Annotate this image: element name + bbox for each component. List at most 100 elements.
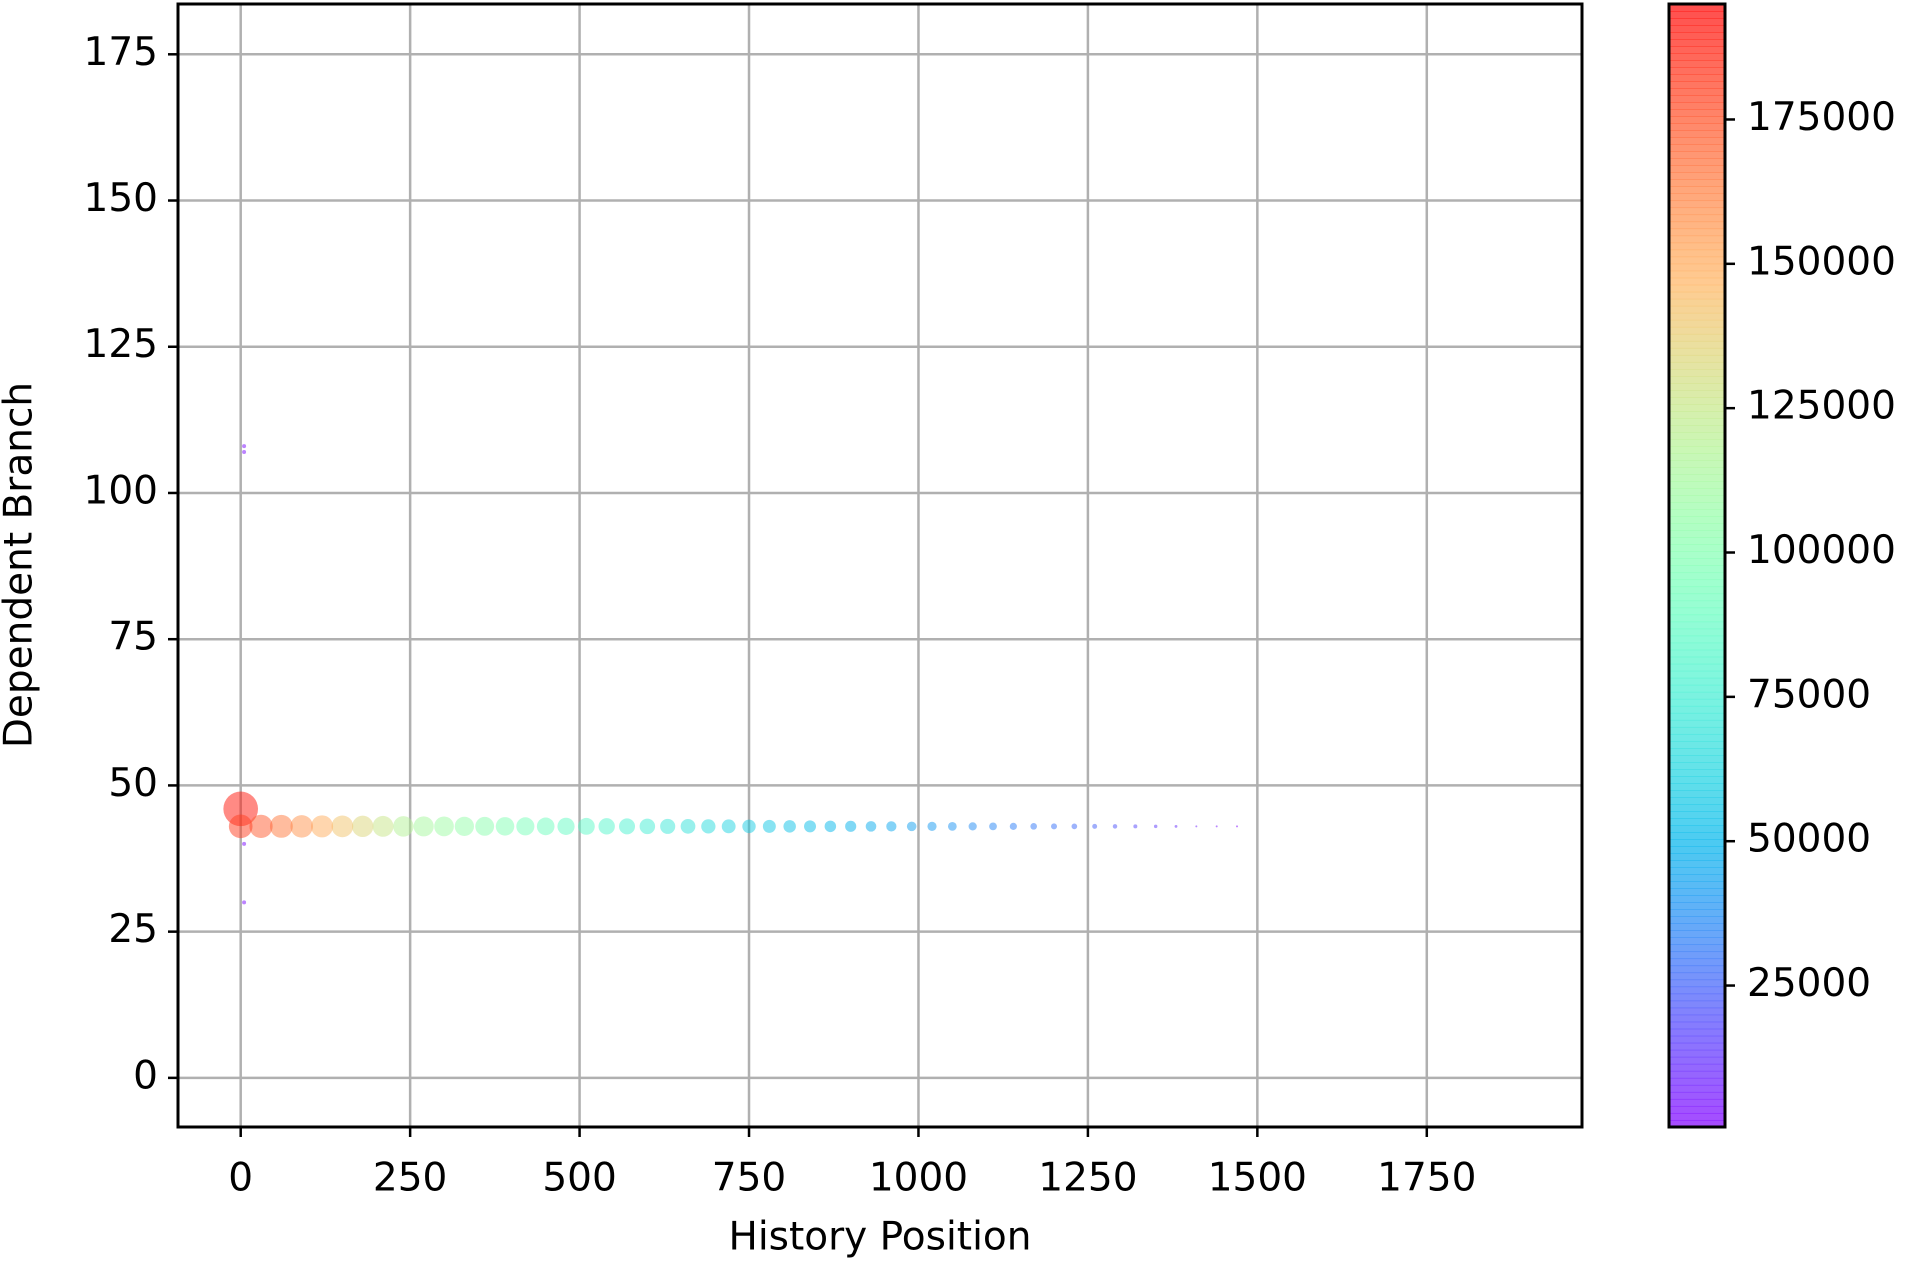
point bbox=[352, 815, 374, 838]
point bbox=[639, 818, 656, 835]
point bbox=[516, 817, 535, 836]
colorbar-swatch bbox=[1669, 165, 1725, 173]
colorbar-swatch bbox=[1669, 755, 1725, 763]
x-tick-label: 1500 bbox=[1208, 1156, 1307, 1201]
y-axis-label: Dependent Branch bbox=[0, 382, 42, 748]
colorbar-swatch bbox=[1669, 172, 1725, 180]
y-tick-label: 175 bbox=[84, 30, 158, 75]
colorbar-swatch bbox=[1669, 972, 1725, 981]
colorbar-swatch bbox=[1669, 509, 1725, 517]
colorbar-swatch bbox=[1669, 600, 1725, 609]
point bbox=[947, 822, 957, 831]
colorbar-swatch bbox=[1669, 663, 1725, 672]
colorbar-swatch bbox=[1669, 193, 1725, 202]
colorbar-swatch bbox=[1669, 102, 1725, 110]
point bbox=[742, 819, 756, 834]
colorbar-swatch bbox=[1669, 228, 1725, 237]
point bbox=[701, 819, 716, 834]
colorbar-swatch bbox=[1669, 1000, 1725, 1009]
colorbar-swatch bbox=[1669, 719, 1725, 728]
point bbox=[495, 817, 515, 836]
colorbar-swatch bbox=[1669, 867, 1725, 875]
colorbar-swatch bbox=[1669, 67, 1725, 75]
point bbox=[989, 822, 997, 831]
colorbar-swatch bbox=[1669, 305, 1725, 314]
colorbar-swatch bbox=[1669, 670, 1725, 679]
colorbar-tick-label: 50000 bbox=[1747, 817, 1871, 862]
colorbar-swatch bbox=[1669, 979, 1725, 988]
point bbox=[804, 820, 817, 833]
colorbar-swatch bbox=[1669, 1028, 1725, 1037]
colorbar-swatch bbox=[1669, 839, 1725, 847]
colorbar-swatch bbox=[1669, 523, 1725, 531]
colorbar-swatch bbox=[1669, 747, 1725, 756]
colorbar-tick-label: 150000 bbox=[1747, 239, 1896, 284]
colorbar-swatch bbox=[1669, 1035, 1725, 1044]
point bbox=[242, 450, 247, 455]
colorbar-swatch bbox=[1669, 375, 1725, 384]
point bbox=[475, 816, 495, 836]
colorbar-swatch bbox=[1669, 116, 1725, 124]
colorbar-swatch bbox=[1669, 881, 1725, 889]
colorbar-swatch bbox=[1669, 368, 1725, 377]
colorbar-swatch bbox=[1669, 474, 1725, 482]
colorbar-swatch bbox=[1669, 769, 1725, 777]
colorbar-swatch bbox=[1669, 383, 1725, 391]
point bbox=[783, 820, 796, 833]
y-tick-label: 125 bbox=[84, 322, 158, 367]
point bbox=[242, 900, 247, 905]
point bbox=[1051, 823, 1058, 830]
point bbox=[1071, 823, 1078, 830]
colorbar-swatch bbox=[1669, 572, 1725, 581]
colorbar-swatch bbox=[1669, 677, 1725, 686]
colorbar-tick-label: 100000 bbox=[1747, 528, 1896, 573]
colorbar-swatch bbox=[1669, 726, 1725, 735]
colorbar-swatch bbox=[1669, 425, 1725, 433]
point bbox=[413, 816, 434, 837]
x-tick-label: 1250 bbox=[1038, 1156, 1137, 1201]
colorbar-swatch bbox=[1669, 586, 1725, 595]
colorbar-swatch bbox=[1669, 32, 1725, 40]
colorbar-swatch bbox=[1669, 937, 1725, 946]
colorbar-swatch bbox=[1669, 530, 1725, 538]
x-tick-label: 500 bbox=[542, 1156, 616, 1201]
colorbar-swatch bbox=[1669, 544, 1725, 552]
colorbar-swatch bbox=[1669, 291, 1725, 300]
colorbar-swatch bbox=[1669, 705, 1725, 714]
point bbox=[680, 819, 696, 834]
point bbox=[536, 817, 555, 836]
x-tick-label: 1000 bbox=[869, 1156, 968, 1201]
colorbar-swatch bbox=[1669, 832, 1725, 840]
colorbar-swatch bbox=[1669, 874, 1725, 882]
colorbar-swatch bbox=[1669, 1021, 1725, 1030]
point bbox=[660, 818, 676, 834]
colorbar-swatch bbox=[1669, 944, 1725, 953]
colorbar-swatch bbox=[1669, 888, 1725, 896]
point bbox=[906, 821, 917, 832]
colorbar-swatch bbox=[1669, 25, 1725, 33]
point bbox=[223, 791, 259, 827]
colorbar-swatch bbox=[1669, 446, 1725, 454]
colorbar-swatch bbox=[1669, 804, 1725, 812]
colorbar-swatch bbox=[1669, 4, 1725, 12]
point bbox=[598, 818, 615, 835]
point bbox=[1009, 822, 1017, 830]
point bbox=[372, 815, 394, 837]
colorbar-swatch bbox=[1669, 1091, 1725, 1100]
colorbar-swatch bbox=[1669, 1007, 1725, 1016]
colorbar-swatch bbox=[1669, 488, 1725, 496]
colorbar-tick-label: 175000 bbox=[1747, 95, 1896, 140]
x-tick-label: 750 bbox=[712, 1156, 786, 1201]
colorbar-swatch bbox=[1669, 965, 1725, 974]
colorbar-tick-label: 75000 bbox=[1747, 672, 1871, 717]
colorbar-swatch bbox=[1669, 1063, 1725, 1072]
plot-frame bbox=[176, 2, 1584, 1129]
point bbox=[1236, 825, 1239, 828]
colorbar-swatch bbox=[1669, 277, 1725, 286]
colorbar-swatch bbox=[1669, 88, 1725, 96]
colorbar-swatch bbox=[1669, 404, 1725, 412]
point bbox=[1195, 825, 1198, 828]
colorbar-swatch bbox=[1669, 642, 1725, 651]
point bbox=[242, 444, 247, 449]
